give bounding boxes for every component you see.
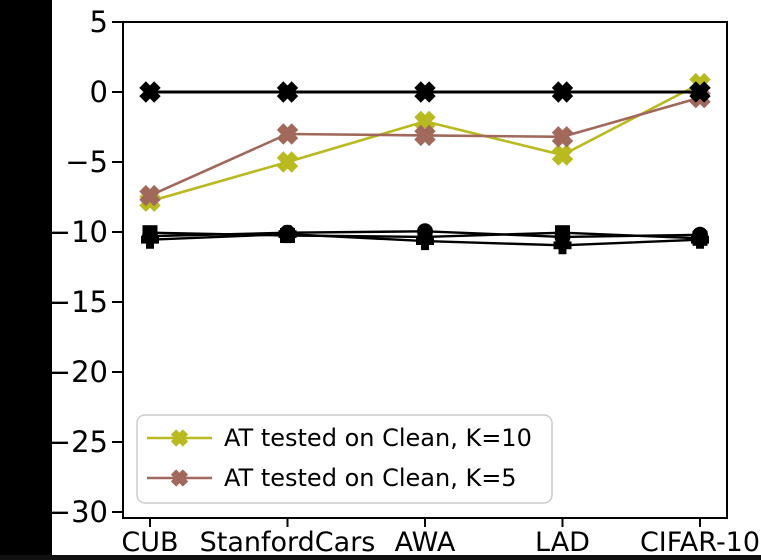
y-tick-label: −30 [47,495,108,529]
bottom-border-bar [0,555,761,560]
x-marker [551,126,574,148]
x-marker [139,81,161,103]
legend-label: AT tested on Clean, K=5 [224,464,517,492]
left-border-bar [0,0,52,560]
series-line [149,96,701,197]
x-marker [276,81,299,103]
legend-entry: AT tested on Clean, K=5 [147,464,517,492]
x-marker [551,144,574,166]
y-tick-label: 5 [90,5,108,39]
y-tick-label: −15 [47,285,108,319]
plus-marker [691,230,709,249]
x-tick-label: CIFAR-10 [640,527,760,558]
x-marker [551,81,574,103]
series-black-plus-series [141,225,709,255]
x-tick-label: AWA [395,527,456,558]
legend-label: AT tested on Clean, K=10 [224,424,532,452]
x-marker [170,429,189,447]
legend-entry: AT tested on Clean, K=10 [147,424,532,452]
y-tick-label: −20 [47,355,108,389]
x-marker [276,151,299,173]
y-tick-label: −10 [47,215,108,249]
plus-marker [141,230,159,249]
series-zero-reference [139,81,711,103]
x-marker [170,469,189,487]
circle-marker [417,223,433,240]
x-marker [689,81,711,103]
y-tick-label: −5 [65,145,108,179]
y-axis: 5 0 −5 −10 −15 −20 −25 −30 [47,5,123,529]
legend: AT tested on Clean, K=10 AT tested on Cle… [136,414,553,504]
series-at-tested-on-clean-k-5 [139,86,711,207]
x-tick-label: LAD [535,527,590,558]
y-tick-label: 0 [90,75,108,109]
plus-marker [416,232,434,251]
x-tick-label: CUB [121,527,178,558]
y-tick-label: −25 [47,425,108,459]
x-marker [414,81,436,103]
x-marker [139,184,161,207]
x-marker [414,124,436,147]
plus-marker [278,225,297,244]
x-tick-label: StanfordCars [200,527,376,558]
legend-box [136,414,553,504]
series-line [149,82,701,203]
plus-marker [553,236,572,255]
x-marker [276,123,299,145]
x-axis: CUB StanfordCars AWA LAD CIFAR-10 [121,518,760,558]
